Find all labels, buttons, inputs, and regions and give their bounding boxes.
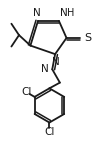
Text: N: N bbox=[41, 64, 48, 74]
Text: N: N bbox=[33, 8, 41, 18]
Text: H: H bbox=[67, 8, 74, 18]
Text: N: N bbox=[52, 57, 60, 67]
Text: N: N bbox=[60, 8, 68, 18]
Text: S: S bbox=[85, 33, 92, 43]
Text: Cl: Cl bbox=[44, 127, 55, 137]
Text: Cl: Cl bbox=[21, 87, 32, 97]
